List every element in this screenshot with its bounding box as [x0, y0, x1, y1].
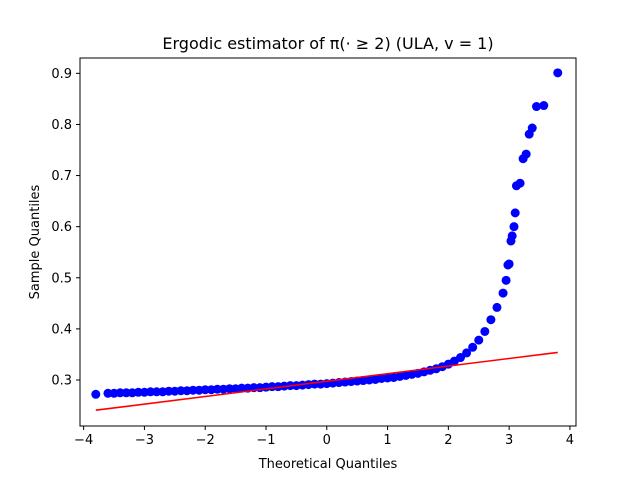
x-axis: −4 −3 −2 −1 0 1 2 3 4 — [74, 426, 574, 448]
chart-title: Ergodic estimator of π(· ≥ 2) (ULA, v = … — [162, 34, 493, 53]
y-tick-label: 0.5 — [51, 271, 72, 286]
data-point — [510, 208, 520, 218]
data-point — [539, 101, 549, 111]
x-axis-title: Theoretical Quantiles — [258, 457, 398, 472]
x-tick-label: 0 — [323, 433, 331, 448]
x-tick-label: 2 — [444, 433, 452, 448]
data-point — [468, 342, 478, 352]
x-tick-label: 1 — [383, 433, 391, 448]
y-axis: 0.3 0.4 0.5 0.6 0.7 0.8 0.9 — [51, 67, 80, 389]
y-tick-label: 0.7 — [51, 169, 72, 184]
y-tick-label: 0.3 — [51, 374, 72, 389]
x-tick-label: −4 — [74, 433, 93, 448]
data-point — [553, 68, 563, 78]
data-point — [521, 149, 531, 159]
data-point — [509, 222, 519, 232]
x-tick-label: −3 — [135, 433, 154, 448]
data-point — [498, 288, 508, 298]
data-point — [531, 102, 541, 112]
data-point — [527, 123, 537, 133]
y-tick-label: 0.4 — [51, 322, 72, 337]
data-point — [507, 231, 517, 241]
data-point — [492, 302, 502, 312]
data-point — [91, 389, 101, 399]
data-point — [504, 259, 514, 269]
y-tick-label: 0.8 — [51, 118, 72, 133]
x-tick-label: −2 — [196, 433, 215, 448]
y-tick-label: 0.9 — [51, 67, 72, 82]
x-tick-label: 3 — [505, 433, 513, 448]
reference-line — [95, 351, 558, 411]
data-point — [501, 275, 511, 285]
plot-area — [91, 68, 563, 411]
x-tick-label: −1 — [256, 433, 275, 448]
data-point — [480, 326, 490, 336]
data-point — [474, 335, 484, 345]
y-tick-label: 0.6 — [51, 220, 72, 235]
data-point — [515, 178, 525, 188]
x-tick-label: 4 — [566, 433, 574, 448]
data-point — [462, 348, 472, 358]
y-axis-title: Sample Quantiles — [28, 184, 43, 299]
data-point — [486, 315, 496, 325]
axes-frame — [79, 57, 577, 427]
